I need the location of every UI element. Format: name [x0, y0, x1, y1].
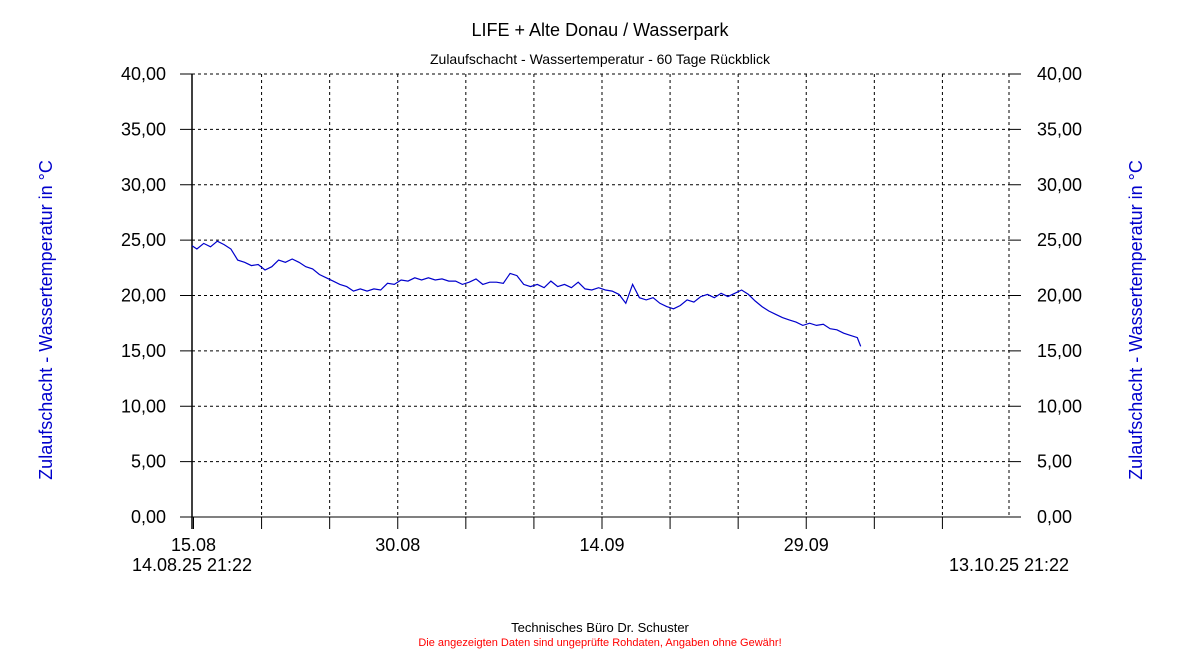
y-tick-label: 15,00 [121, 341, 166, 361]
y-tick-label: 30,00 [121, 175, 166, 195]
y-tick-labels-left: 0,00 5,00 10,00 15,00 20,00 25,00 30,00 35,00 40… [121, 64, 166, 527]
y-axis-label-right: Zulaufschacht - Wassertemperatur in °C [1126, 160, 1146, 480]
y-tick-label: 25,00 [121, 230, 166, 250]
x-tick-label: 14.09 [579, 535, 624, 555]
footer-credit: Technisches Büro Dr. Schuster [511, 620, 689, 635]
y-tick-label: 35,00 [1037, 119, 1082, 139]
axes [180, 73, 1021, 529]
y-tick-label: 40,00 [121, 64, 166, 84]
x-tick-label: 15.08 [171, 535, 216, 555]
y-tick-label: 10,00 [1037, 396, 1082, 416]
y-tick-label: 35,00 [121, 119, 166, 139]
y-tick-label: 20,00 [121, 286, 166, 306]
y-tick-labels-right: 0,00 5,00 10,00 15,00 20,00 25,00 30,00 35,00 40… [1037, 64, 1082, 527]
y-tick-label: 25,00 [1037, 230, 1082, 250]
x-start-datetime: 14.08.25 21:22 [132, 555, 252, 575]
y-tick-label: 5,00 [131, 452, 166, 472]
y-tick-label: 40,00 [1037, 64, 1082, 84]
grid-lines [192, 73, 1010, 517]
chart-title: LIFE + Alte Donau / Wasserpark [472, 20, 730, 40]
y-tick-label: 30,00 [1037, 175, 1082, 195]
y-tick-label: 15,00 [1037, 341, 1082, 361]
x-tick-label: 30.08 [375, 535, 420, 555]
y-tick-label: 5,00 [1037, 452, 1072, 472]
y-tick-label: 20,00 [1037, 286, 1082, 306]
y-tick-label: 10,00 [121, 396, 166, 416]
y-tick-label: 0,00 [131, 507, 166, 527]
y-axis-label-left: Zulaufschacht - Wassertemperatur in °C [36, 160, 56, 480]
chart-subtitle: Zulaufschacht - Wassertemperatur - 60 Ta… [430, 51, 771, 67]
x-tick-labels: 15.08 30.08 14.09 29.09 [171, 535, 829, 555]
y-tick-label: 0,00 [1037, 507, 1072, 527]
footer-disclaimer: Die angezeigten Daten sind ungeprüfte Ro… [418, 637, 781, 649]
x-end-datetime: 13.10.25 21:22 [949, 555, 1069, 575]
x-tick-label: 29.09 [784, 535, 829, 555]
series-line [191, 240, 862, 347]
